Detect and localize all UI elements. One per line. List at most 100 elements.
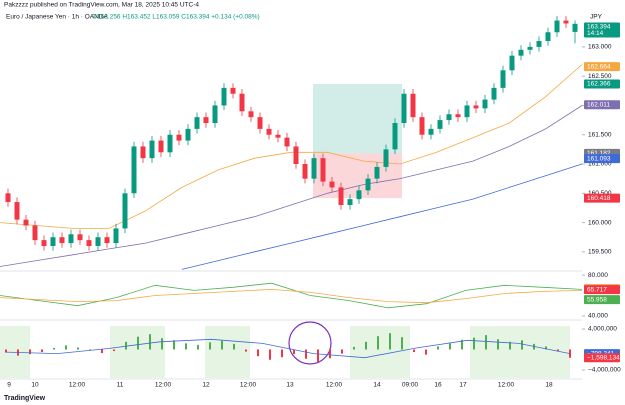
- target-zone: [313, 84, 402, 154]
- hist-bar: [197, 344, 199, 350]
- osc-line: [0, 288, 583, 304]
- candle-body: [518, 49, 524, 56]
- hist-bar: [137, 336, 139, 350]
- price-tag-label: 161.182: [587, 150, 611, 157]
- price-tag-label: −1,598,134: [587, 354, 620, 361]
- hist-bar: [341, 349, 343, 354]
- price-tag: [584, 353, 620, 363]
- candle-body: [473, 105, 479, 109]
- candle-body: [563, 20, 569, 24]
- hist-bar: [425, 349, 427, 355]
- price-tag: [584, 193, 620, 203]
- hist-bar: [185, 343, 187, 350]
- price-tag-label: 161.093: [587, 155, 611, 162]
- hist-bar: [41, 349, 43, 353]
- hist-bar: [305, 349, 307, 359]
- candle-body: [59, 237, 65, 244]
- hist-bar: [269, 349, 271, 360]
- price-tag: [584, 295, 620, 305]
- ma-line: [0, 105, 583, 267]
- symbol: Euro / Japanese Yen · 1h · OANDA: [6, 14, 109, 21]
- candle-body: [338, 187, 344, 205]
- candle-body: [266, 128, 272, 135]
- y-tick-label: 163.000: [588, 44, 612, 51]
- candle-body: [347, 199, 353, 205]
- osc-tick-label: 80.000: [588, 272, 608, 279]
- candle-body: [500, 70, 506, 88]
- candle-body: [572, 23, 578, 32]
- candle-body: [68, 234, 74, 244]
- price-tag-label: 162.366: [587, 81, 611, 88]
- candle-body: [140, 146, 146, 159]
- candle-body: [122, 193, 128, 229]
- candle-body: [356, 190, 362, 200]
- last-price-tag: [584, 22, 620, 38]
- x-tick-label: 17: [459, 382, 467, 389]
- x-tick-label: 12:00: [240, 382, 257, 389]
- candle-body: [284, 137, 290, 147]
- candle-body: [455, 114, 461, 118]
- hist-bar: [365, 341, 367, 350]
- candle-body: [86, 240, 92, 246]
- candle-body: [113, 228, 119, 244]
- hist-bar: [497, 339, 499, 350]
- candle-body: [428, 128, 434, 135]
- price-tag-label: 162.011: [587, 102, 610, 109]
- osc-line: [0, 282, 583, 309]
- hist-bar: [293, 349, 295, 355]
- candle-body: [158, 140, 164, 153]
- hist-line: [5, 338, 571, 359]
- candle-body: [527, 46, 533, 50]
- price-tag: [584, 100, 620, 110]
- candle-body: [374, 166, 380, 179]
- hist-bar: [173, 340, 175, 350]
- candle-body: [212, 105, 218, 124]
- ma-line: [181, 163, 583, 270]
- candle-body: [482, 99, 488, 109]
- candle-body: [329, 181, 335, 188]
- x-tick-label: 12: [202, 382, 210, 389]
- hist-bar: [473, 337, 475, 350]
- hist-bar: [257, 349, 259, 357]
- y-tick-label: 161.500: [588, 131, 612, 138]
- x-tick-label: 12:00: [69, 382, 86, 389]
- band: [470, 326, 570, 378]
- price-tag-label: 160.418: [587, 195, 611, 202]
- hist-bar: [545, 346, 547, 350]
- hist-bar: [557, 349, 559, 352]
- brand: TradingView: [4, 395, 46, 402]
- x-tick-label: 18: [545, 382, 553, 389]
- x-tick-label: 12:00: [326, 382, 343, 389]
- x-tick-label: 10: [31, 382, 39, 389]
- x-tick-label: 13: [286, 382, 294, 389]
- candle-body: [554, 20, 560, 33]
- hist-bar: [521, 340, 523, 350]
- candle-body: [419, 117, 425, 135]
- y-tick-label: 160.000: [588, 219, 612, 226]
- band: [205, 326, 250, 378]
- hist-bar: [389, 333, 391, 350]
- candle-body: [167, 134, 173, 153]
- countdown: 14:14: [587, 30, 604, 37]
- candle-body: [392, 123, 398, 150]
- candle-body: [464, 105, 470, 118]
- annotation-circle: [288, 321, 332, 365]
- candle-body: [131, 146, 137, 194]
- hist-bar: [353, 346, 355, 350]
- hist-bar: [209, 342, 211, 350]
- candle-body: [320, 158, 326, 182]
- candle-body: [185, 128, 191, 141]
- candle-body: [203, 117, 209, 124]
- candle-body: [5, 193, 11, 203]
- hist-tick-label: 4,000,000: [588, 326, 617, 333]
- hist-bar: [509, 341, 511, 350]
- hist-bar: [77, 347, 79, 350]
- hist-bar: [221, 340, 223, 350]
- hist-bar: [461, 339, 463, 350]
- hist-bar: [449, 343, 451, 350]
- hist-bar: [125, 341, 127, 350]
- ohlc: O163.256 H163.452 L163.059 C163.394 +0.1…: [92, 14, 260, 21]
- hist-bar: [329, 349, 331, 359]
- last-price-label: 163.394: [587, 24, 611, 31]
